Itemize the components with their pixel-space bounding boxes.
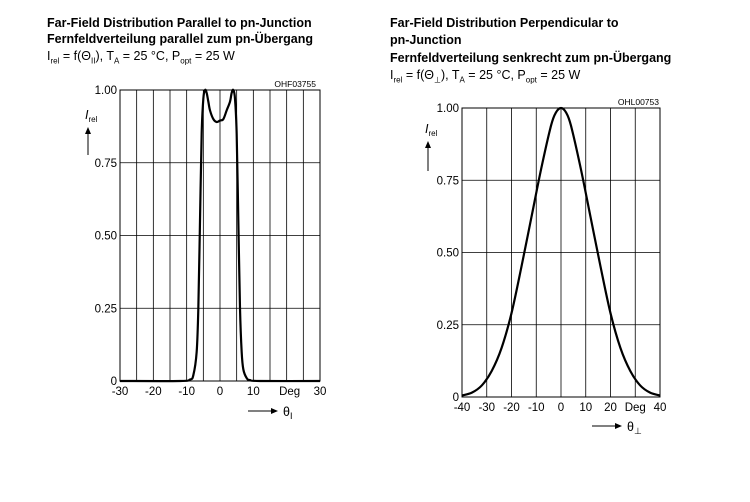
right-chart-series-line bbox=[461, 106, 661, 397]
right-chart-x-axis-arrow-head bbox=[615, 423, 622, 429]
left-chart-title-de: Fernfeldverteilung parallel zum pn-Überg… bbox=[47, 32, 314, 46]
right-chart-y-tick-label: 0.50 bbox=[437, 248, 459, 260]
right-chart-y-tick-label: 1.00 bbox=[437, 103, 459, 115]
left-chart-plot-frame bbox=[119, 89, 321, 382]
right-chart-x-tick-label: -10 bbox=[528, 402, 545, 414]
right-chart-x-tick-label: -30 bbox=[478, 402, 495, 414]
right-chart-title-de: Fernfeldverteilung senkrecht zum pn-Über… bbox=[390, 51, 672, 65]
right-chart-x-tick-label: 20 bbox=[604, 402, 617, 414]
left-chart-y-tick-label: 0.75 bbox=[95, 158, 117, 170]
right-chart-x-axis-label: θ⊥ bbox=[627, 420, 642, 436]
left-chart-series-line bbox=[119, 88, 321, 383]
right-chart-y-tick-label: 0 bbox=[453, 392, 459, 404]
left-chart-x-tick-label: 0 bbox=[217, 386, 223, 398]
right-chart-y-tick-label: 0.75 bbox=[437, 175, 459, 187]
left-chart-title-en: Far-Field Distribution Parallel to pn-Ju… bbox=[47, 16, 312, 30]
left-chart-x-tick-label: Deg bbox=[279, 386, 300, 398]
left-chart-ref-code: OHF03755 bbox=[274, 79, 316, 89]
right-chart-y-tick-label: 0.25 bbox=[437, 320, 459, 332]
left-chart-formula: Irel = f(ΘII), TA = 25 °C, Popt = 25 W bbox=[47, 49, 235, 66]
right-chart-formula: Irel = f(Θ⊥), TA = 25 °C, Popt = 25 W bbox=[390, 68, 581, 85]
right-chart-x-tick-label: 40 bbox=[654, 402, 667, 414]
right-chart-y-axis-arrow-head bbox=[425, 141, 431, 148]
right-chart-y-axis-label: Irel bbox=[425, 122, 438, 138]
left-chart-y-axis-label: Irel bbox=[85, 108, 98, 124]
left-chart-y-tick-label: 0 bbox=[111, 376, 117, 388]
left-chart-y-tick-label: 0.50 bbox=[95, 231, 117, 243]
left-chart-x-tick-label: -30 bbox=[112, 386, 129, 398]
left-chart-y-tick-label: 0.25 bbox=[95, 303, 117, 315]
right-chart-title-en-2: pn-Junction bbox=[390, 33, 462, 47]
right-chart-ref-code: OHL00753 bbox=[618, 97, 659, 107]
left-chart-x-axis-label: θI bbox=[283, 405, 292, 421]
left-chart-x-tick-label: -20 bbox=[145, 386, 162, 398]
left-chart-x-tick-label: -10 bbox=[178, 386, 195, 398]
left-chart-x-axis-arrow-head bbox=[271, 408, 278, 414]
left-chart-x-tick-label: 30 bbox=[314, 386, 327, 398]
left-chart-x-tick-label: 10 bbox=[247, 386, 260, 398]
right-chart-x-tick-label: -40 bbox=[454, 402, 471, 414]
right-chart-x-tick-label: 0 bbox=[558, 402, 564, 414]
right-chart-x-tick-label: Deg bbox=[625, 402, 646, 414]
left-chart-y-tick-label: 1.00 bbox=[95, 85, 117, 97]
left-chart-y-axis-arrow-head bbox=[85, 127, 91, 134]
right-chart-x-tick-label: -20 bbox=[503, 402, 520, 414]
right-chart-x-tick-label: 10 bbox=[579, 402, 592, 414]
right-chart-title-en: Far-Field Distribution Perpendicular to bbox=[390, 16, 619, 30]
